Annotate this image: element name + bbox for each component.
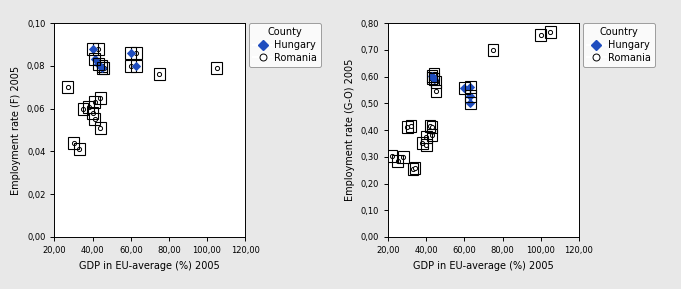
Bar bbox=[465, 81, 475, 93]
Bar bbox=[211, 62, 222, 74]
Bar bbox=[74, 143, 84, 155]
Bar bbox=[425, 120, 435, 132]
Bar bbox=[89, 53, 100, 66]
Bar bbox=[465, 90, 475, 102]
X-axis label: GDP in EU-average (%) 2005: GDP in EU-average (%) 2005 bbox=[413, 261, 554, 271]
Bar bbox=[154, 68, 165, 80]
Bar bbox=[68, 137, 79, 149]
Bar bbox=[63, 81, 73, 93]
Bar bbox=[87, 43, 98, 55]
Bar bbox=[93, 58, 104, 70]
Bar bbox=[465, 97, 475, 109]
Bar bbox=[409, 162, 420, 174]
Bar bbox=[430, 85, 441, 97]
X-axis label: GDP in EU-average (%) 2005: GDP in EU-average (%) 2005 bbox=[80, 261, 220, 271]
Legend: Hungary, Romania: Hungary, Romania bbox=[583, 23, 654, 67]
Bar bbox=[131, 60, 142, 72]
Bar bbox=[545, 26, 556, 38]
Bar bbox=[387, 150, 397, 162]
Bar bbox=[402, 121, 413, 133]
Bar bbox=[97, 62, 108, 74]
Bar bbox=[427, 72, 437, 84]
Bar bbox=[95, 122, 106, 134]
Bar bbox=[428, 73, 439, 85]
Bar bbox=[427, 121, 437, 133]
Bar bbox=[125, 47, 136, 59]
Bar bbox=[428, 68, 439, 80]
Bar bbox=[427, 70, 437, 82]
Bar bbox=[89, 113, 100, 125]
Bar bbox=[392, 155, 403, 167]
Bar bbox=[95, 92, 106, 104]
Bar bbox=[87, 107, 98, 119]
Legend: Hungary, Romania: Hungary, Romania bbox=[249, 23, 321, 67]
Bar bbox=[84, 101, 94, 112]
Y-axis label: Employment rate (G-O) 2005: Employment rate (G-O) 2005 bbox=[345, 59, 355, 201]
Bar bbox=[421, 139, 432, 151]
Bar bbox=[89, 96, 100, 108]
Bar bbox=[488, 44, 498, 56]
Bar bbox=[398, 151, 409, 163]
Y-axis label: Employment rate (F) 2005: Employment rate (F) 2005 bbox=[12, 66, 21, 194]
Bar bbox=[99, 62, 110, 74]
Bar bbox=[421, 131, 432, 143]
Bar bbox=[131, 47, 142, 59]
Bar bbox=[97, 60, 108, 72]
Bar bbox=[408, 163, 418, 175]
Bar bbox=[93, 43, 104, 55]
Bar bbox=[535, 29, 546, 41]
Bar bbox=[417, 138, 428, 149]
Bar bbox=[125, 60, 136, 72]
Bar bbox=[406, 120, 416, 132]
Bar bbox=[430, 76, 441, 88]
Bar bbox=[78, 103, 89, 115]
Bar bbox=[459, 82, 470, 94]
Bar bbox=[427, 129, 437, 141]
